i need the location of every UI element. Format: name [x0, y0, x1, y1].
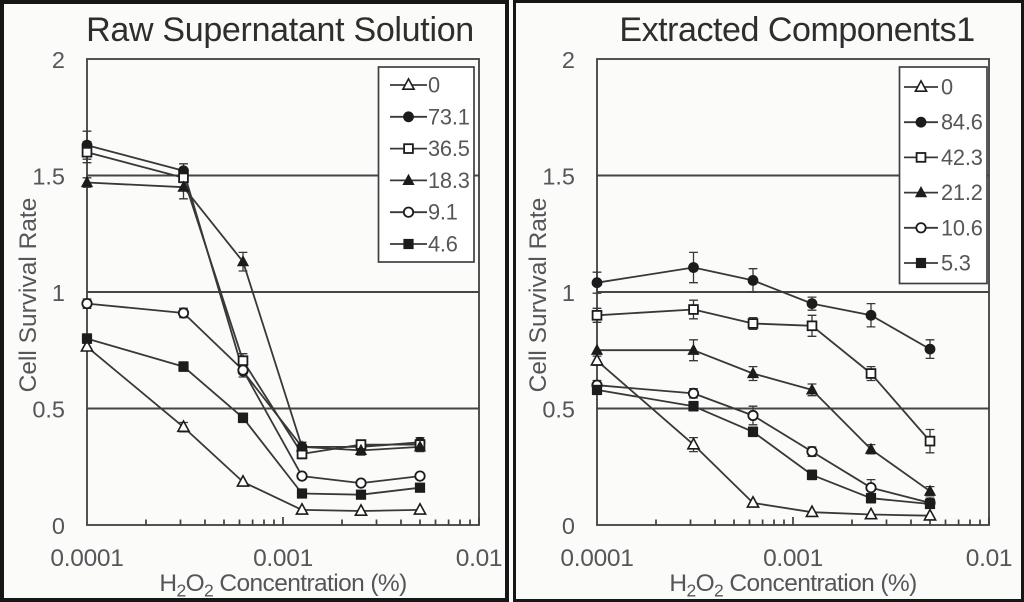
- svg-text:0.001: 0.001: [763, 545, 823, 572]
- svg-text:21.2: 21.2: [941, 180, 983, 205]
- svg-text:2: 2: [562, 47, 575, 73]
- svg-text:1: 1: [52, 280, 65, 306]
- svg-text:42.3: 42.3: [941, 145, 983, 170]
- svg-text:0.001: 0.001: [253, 545, 313, 572]
- svg-text:36.5: 36.5: [428, 136, 470, 161]
- svg-text:0: 0: [941, 75, 953, 100]
- svg-text:84.6: 84.6: [941, 110, 983, 135]
- svg-text:10.6: 10.6: [941, 215, 983, 240]
- svg-text:4.6: 4.6: [428, 232, 458, 257]
- svg-text:0.5: 0.5: [32, 397, 65, 423]
- svg-text:0: 0: [428, 73, 440, 98]
- svg-text:1: 1: [562, 280, 575, 306]
- svg-text:0.0001: 0.0001: [560, 545, 633, 572]
- svg-text:1.5: 1.5: [542, 164, 575, 190]
- svg-text:0.0001: 0.0001: [50, 545, 123, 572]
- svg-text:0.5: 0.5: [542, 397, 575, 423]
- svg-text:0: 0: [52, 513, 65, 539]
- svg-text:Cell Survival Rate: Cell Survival Rate: [525, 198, 552, 393]
- svg-text:H2O2 Concentration (%): H2O2 Concentration (%): [159, 570, 406, 601]
- svg-text:0.01: 0.01: [966, 545, 1012, 572]
- svg-text:5.3: 5.3: [941, 251, 971, 276]
- svg-text:0.01: 0.01: [456, 545, 502, 572]
- svg-text:18.3: 18.3: [428, 168, 470, 193]
- svg-text:Raw Supernatant Solution: Raw Supernatant Solution: [86, 11, 474, 49]
- svg-text:73.1: 73.1: [428, 104, 470, 129]
- svg-text:Extracted Components1: Extracted Components1: [619, 11, 974, 49]
- svg-text:0: 0: [562, 513, 575, 539]
- svg-text:Cell Survival Rate: Cell Survival Rate: [15, 198, 42, 393]
- svg-text:2: 2: [52, 47, 65, 73]
- svg-text:H2O2 Concentration (%): H2O2 Concentration (%): [669, 570, 916, 601]
- svg-text:1.5: 1.5: [32, 164, 65, 190]
- svg-text:9.1: 9.1: [428, 200, 458, 225]
